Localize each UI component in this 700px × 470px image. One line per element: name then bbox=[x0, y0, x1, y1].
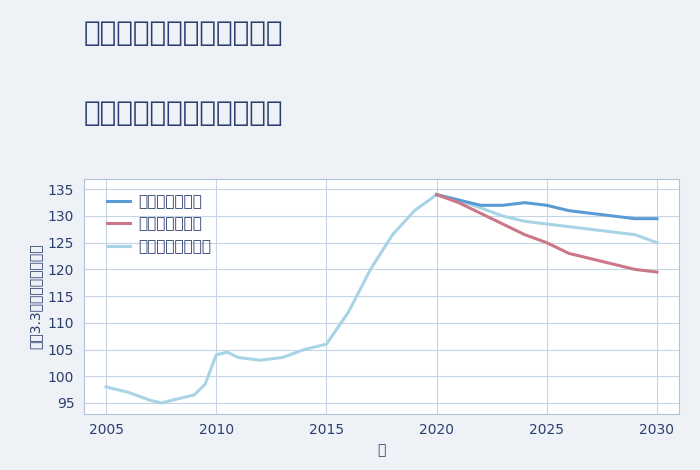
バッドシナリオ bbox=[609, 261, 617, 267]
バッドシナリオ bbox=[631, 266, 639, 272]
ノーマルシナリオ bbox=[587, 227, 595, 232]
グッドシナリオ bbox=[631, 216, 639, 221]
バッドシナリオ bbox=[542, 240, 551, 245]
バッドシナリオ bbox=[565, 251, 573, 256]
ノーマルシナリオ bbox=[498, 213, 507, 219]
ノーマルシナリオ bbox=[477, 205, 485, 211]
ノーマルシナリオ bbox=[521, 219, 529, 224]
グッドシナリオ bbox=[433, 192, 441, 197]
グッドシナリオ bbox=[653, 216, 662, 221]
バッドシナリオ bbox=[498, 221, 507, 227]
ノーマルシナリオ bbox=[542, 221, 551, 227]
ノーマルシナリオ bbox=[609, 229, 617, 235]
ノーマルシナリオ bbox=[631, 232, 639, 237]
グッドシナリオ bbox=[498, 203, 507, 208]
ノーマルシナリオ bbox=[454, 197, 463, 203]
ノーマルシナリオ bbox=[433, 192, 441, 197]
グッドシナリオ bbox=[477, 203, 485, 208]
グッドシナリオ bbox=[587, 211, 595, 216]
X-axis label: 年: 年 bbox=[377, 443, 386, 457]
グッドシナリオ bbox=[521, 200, 529, 205]
グッドシナリオ bbox=[542, 203, 551, 208]
グッドシナリオ bbox=[454, 197, 463, 203]
Line: ノーマルシナリオ: ノーマルシナリオ bbox=[437, 195, 657, 243]
バッドシナリオ bbox=[477, 211, 485, 216]
バッドシナリオ bbox=[587, 256, 595, 261]
グッドシナリオ bbox=[565, 208, 573, 213]
バッドシナリオ bbox=[521, 232, 529, 237]
Text: 兵庫県姫路市白浜町寺家の: 兵庫県姫路市白浜町寺家の bbox=[84, 19, 284, 47]
バッドシナリオ bbox=[653, 269, 662, 275]
Text: 中古マンションの価格推移: 中古マンションの価格推移 bbox=[84, 99, 284, 127]
バッドシナリオ bbox=[433, 192, 441, 197]
グッドシナリオ bbox=[609, 213, 617, 219]
バッドシナリオ bbox=[454, 200, 463, 205]
Line: バッドシナリオ: バッドシナリオ bbox=[437, 195, 657, 272]
Line: グッドシナリオ: グッドシナリオ bbox=[437, 195, 657, 219]
ノーマルシナリオ bbox=[565, 224, 573, 229]
ノーマルシナリオ bbox=[653, 240, 662, 245]
Legend: グッドシナリオ, バッドシナリオ, ノーマルシナリオ: グッドシナリオ, バッドシナリオ, ノーマルシナリオ bbox=[101, 188, 218, 260]
Y-axis label: 坪（3.3㎡）単価（万円）: 坪（3.3㎡）単価（万円） bbox=[28, 243, 42, 349]
